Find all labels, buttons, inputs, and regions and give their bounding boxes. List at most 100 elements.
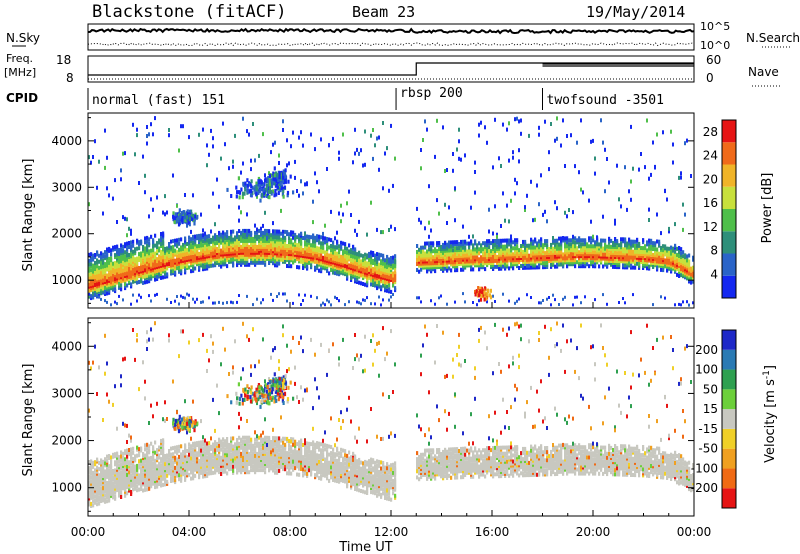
- velocity-cell: [106, 466, 109, 471]
- power-cell: [268, 182, 271, 187]
- power-cell: [172, 173, 174, 178]
- power-cell: [502, 264, 505, 269]
- power-cell: [664, 264, 667, 269]
- power-cell: [434, 269, 437, 274]
- power-cell: [650, 172, 652, 177]
- power-cell: [566, 264, 569, 269]
- power-cell: [194, 266, 197, 271]
- power-cell: [222, 242, 225, 247]
- power-cell: [250, 167, 252, 172]
- power-cell: [236, 239, 239, 244]
- power-cell: [232, 159, 234, 164]
- power-cell: [530, 237, 533, 242]
- power-cell: [250, 179, 253, 184]
- power-cell: [142, 264, 145, 269]
- power-cell: [236, 300, 238, 304]
- power-cell: [422, 245, 425, 250]
- power-cell: [324, 223, 326, 228]
- power-cell: [298, 243, 301, 248]
- power-cell: [290, 238, 293, 243]
- power-cell: [668, 226, 670, 231]
- power-cell: [180, 124, 182, 129]
- power-cell: [298, 247, 301, 252]
- power-cell: [246, 178, 249, 183]
- power-cell: [516, 116, 518, 121]
- power-cell: [185, 215, 188, 220]
- power-cell: [332, 136, 334, 141]
- power-cell: [226, 246, 229, 251]
- power-cell: [472, 243, 475, 248]
- power-cell: [214, 222, 216, 227]
- power-cell: [326, 237, 329, 241]
- power-cell: [286, 264, 289, 268]
- power-cell: [173, 216, 177, 221]
- power-cell: [518, 297, 520, 301]
- power-cell: [262, 260, 265, 265]
- power-cell: [258, 260, 261, 265]
- power-cell: [92, 295, 95, 300]
- velocity-cell: [104, 493, 107, 498]
- power-cell: [520, 248, 523, 252]
- power-cell: [314, 171, 316, 176]
- power-cell: [94, 287, 97, 291]
- power-cell: [498, 156, 500, 161]
- power-cell: [572, 244, 575, 249]
- power-cell: [108, 246, 111, 251]
- power-cell: [386, 264, 389, 269]
- power-cell: [274, 229, 277, 234]
- power-cell: [606, 248, 609, 253]
- power-cell: [560, 262, 563, 267]
- power-cell: [364, 162, 366, 167]
- power-cell: [582, 190, 584, 195]
- power-cell: [238, 247, 241, 251]
- power-cell: [638, 167, 640, 172]
- power-cell: [366, 232, 368, 237]
- power-cell: [366, 267, 369, 272]
- power-cell: [116, 244, 119, 249]
- power-cell: [110, 256, 113, 261]
- power-cell: [174, 248, 177, 253]
- power-cell: [288, 260, 291, 265]
- power-cell: [138, 293, 140, 297]
- power-cell: [586, 242, 589, 247]
- power-cell: [592, 138, 594, 143]
- power-cell: [483, 286, 487, 291]
- power-cell: [160, 242, 163, 246]
- power-cell: [364, 256, 367, 261]
- power-cell: [220, 264, 223, 269]
- power-cell: [382, 121, 384, 125]
- power-cell: [362, 163, 364, 168]
- power-cell: [368, 251, 371, 256]
- power-cell: [306, 234, 309, 239]
- power-cell: [148, 249, 151, 254]
- power-cell: [214, 253, 217, 258]
- power-cell: [118, 248, 121, 252]
- power-cell: [198, 233, 201, 238]
- power-cell: [628, 237, 631, 242]
- power-cell: [170, 261, 173, 266]
- velocity-cell: [100, 486, 103, 491]
- power-cell: [572, 252, 575, 257]
- power-cell: [608, 252, 611, 257]
- power-cell: [506, 244, 509, 249]
- power-cell: [532, 239, 535, 244]
- power-cell: [168, 250, 171, 254]
- power-cell: [282, 169, 285, 174]
- power-cell: [160, 232, 163, 236]
- power-cell: [690, 276, 693, 281]
- power-cell: [676, 246, 679, 251]
- power-cell: [112, 267, 115, 272]
- power-cell: [190, 243, 193, 248]
- y-tick-label: 2000: [51, 227, 82, 241]
- power-cell: [386, 284, 389, 289]
- power-cell: [126, 241, 129, 246]
- power-cell: [162, 231, 165, 236]
- power-cell: [322, 301, 324, 305]
- power-cell: [388, 287, 391, 292]
- power-cell: [177, 222, 181, 227]
- power-cell: [186, 256, 189, 260]
- noise-sky-label: N.Sky: [6, 31, 40, 45]
- power-cell: [234, 241, 237, 246]
- power-cell: [450, 252, 453, 257]
- power-cell: [220, 260, 223, 265]
